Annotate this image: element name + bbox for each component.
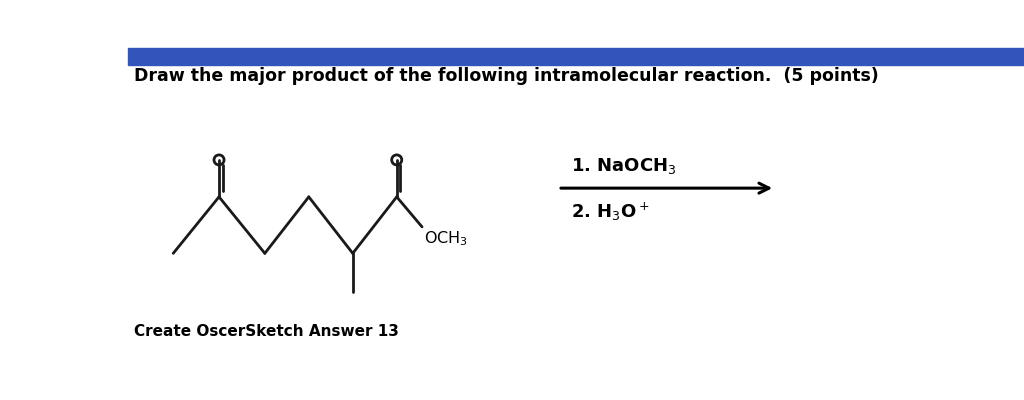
Text: 2. H$_3$O$^+$: 2. H$_3$O$^+$ xyxy=(571,200,650,223)
Text: OCH$_3$: OCH$_3$ xyxy=(424,229,468,248)
Bar xyxy=(128,48,1024,65)
Text: Draw the major product of the following intramolecular reaction.  (5 points): Draw the major product of the following … xyxy=(134,67,879,85)
Text: Create OscerSketch Answer 13: Create OscerSketch Answer 13 xyxy=(134,324,399,339)
Text: 1. NaOCH$_3$: 1. NaOCH$_3$ xyxy=(571,156,677,176)
